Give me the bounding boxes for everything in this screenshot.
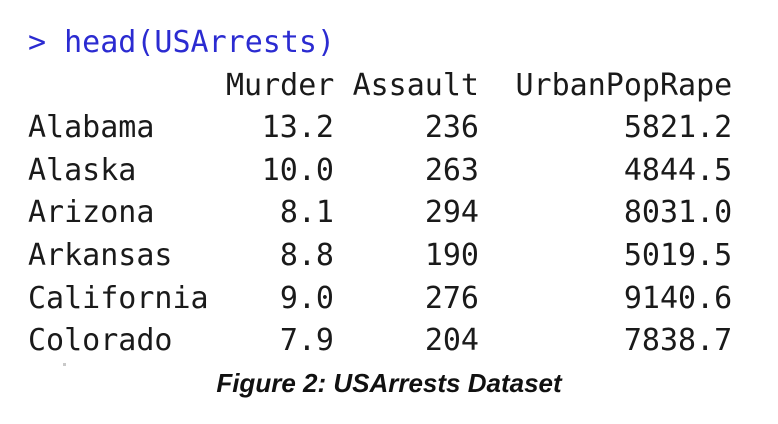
cell-murder: 10.0 bbox=[261, 152, 334, 188]
cell-urbanpop: 78 bbox=[623, 323, 660, 359]
cell-urbanpop: 80 bbox=[623, 195, 660, 231]
header-murder: Murder bbox=[226, 67, 334, 103]
cell-rape: 40.6 bbox=[660, 280, 732, 316]
row-name: Colorado bbox=[28, 323, 173, 359]
header-rownames bbox=[28, 65, 226, 108]
cell-assault: 294 bbox=[424, 195, 479, 231]
row-name: California bbox=[28, 280, 209, 316]
table-row: California 9.0 276 91 40.6 bbox=[28, 278, 748, 321]
cell-assault: 263 bbox=[424, 152, 479, 188]
divider-dot bbox=[63, 363, 66, 366]
table-row: Colorado 7.9 204 78 38.7 bbox=[28, 320, 748, 363]
cell-rape: 44.5 bbox=[660, 152, 732, 188]
cell-urbanpop: 50 bbox=[623, 237, 660, 273]
row-name: Arkansas bbox=[28, 237, 173, 273]
row-name: Alabama bbox=[28, 110, 155, 146]
cell-rape: 19.5 bbox=[660, 237, 732, 273]
cell-murder: 13.2 bbox=[261, 110, 334, 146]
cell-assault: 276 bbox=[424, 280, 479, 316]
cell-rape: 31.0 bbox=[660, 195, 732, 231]
cell-murder: 7.9 bbox=[279, 323, 334, 359]
cell-murder: 8.1 bbox=[279, 195, 334, 231]
cell-assault: 236 bbox=[424, 110, 479, 146]
header-urbanpop: UrbanPop bbox=[515, 67, 661, 103]
cell-murder: 8.8 bbox=[279, 237, 334, 273]
table-row: Alabama 13.2 236 58 21.2 bbox=[28, 107, 748, 150]
cell-rape: 38.7 bbox=[660, 323, 732, 359]
row-name: Alaska bbox=[28, 152, 137, 188]
table-row: Arizona 8.1 294 80 31.0 bbox=[28, 192, 748, 235]
figure-caption: Figure 2: USArrests Dataset bbox=[216, 368, 562, 398]
table-row: Arkansas 8.8 190 50 19.5 bbox=[28, 235, 748, 278]
cell-assault: 190 bbox=[424, 237, 479, 273]
cell-urbanpop: 91 bbox=[623, 280, 660, 316]
row-name: Arizona bbox=[28, 195, 155, 231]
cell-urbanpop: 48 bbox=[623, 152, 660, 188]
cell-urbanpop: 58 bbox=[623, 110, 660, 146]
cell-rape: 21.2 bbox=[660, 110, 732, 146]
header-rape: Rape bbox=[660, 67, 732, 103]
cell-assault: 204 bbox=[424, 323, 479, 359]
header-assault: Assault bbox=[352, 67, 479, 103]
r-console-output: > head(USArrests) Murder Assault UrbanPo… bbox=[28, 22, 748, 363]
table-row: Alaska 10.0 263 48 44.5 bbox=[28, 150, 748, 193]
table-header-row: Murder Assault UrbanPop Rape bbox=[28, 65, 748, 108]
cell-murder: 9.0 bbox=[279, 280, 334, 316]
console-command: > head(USArrests) bbox=[28, 25, 336, 60]
